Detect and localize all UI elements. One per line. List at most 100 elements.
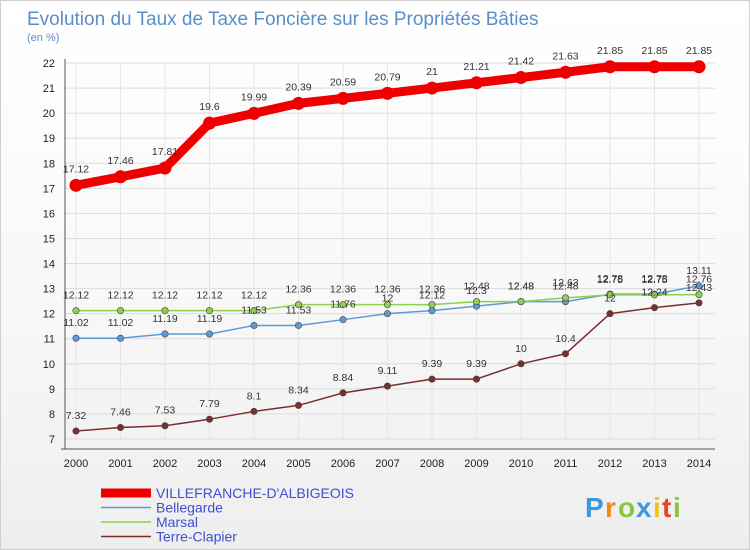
data-label-0-2006: 20.59 <box>330 76 356 88</box>
data-point-1-2002 <box>161 330 169 338</box>
data-point-2-2004 <box>250 307 258 315</box>
legend: VILLEFRANCHE-D'ALBIGEOISBellegardeMarsal… <box>101 485 354 545</box>
data-point-1-2014 <box>695 282 703 290</box>
data-label-1-2011: 12.48 <box>552 281 578 293</box>
y-tick-label-20: 20 <box>43 108 55 120</box>
data-label-1-2007: 12 <box>382 293 394 305</box>
data-point-0-2005 <box>292 96 305 110</box>
x-tick-label-2012: 2012 <box>598 458 622 470</box>
y-tick-label-14: 14 <box>43 259 55 271</box>
data-point-2-2000 <box>72 307 80 315</box>
data-point-0-2007 <box>381 86 394 100</box>
data-label-3-2004: 8.1 <box>247 390 262 402</box>
data-label-0-2010: 21.42 <box>508 56 534 68</box>
data-label-2-2010: 12.48 <box>508 281 534 293</box>
data-label-3-2009: 9.39 <box>466 358 487 370</box>
y-tick-label-9: 9 <box>49 384 55 396</box>
legend-entry-2: Marsal <box>156 514 198 530</box>
data-point-0-2001 <box>114 170 127 184</box>
data-label-3-2013: 12.24 <box>641 287 667 299</box>
logo-letter-6: i <box>673 492 681 523</box>
data-label-2-2005: 12.36 <box>285 284 311 296</box>
data-label-1-2005: 11.53 <box>286 304 312 316</box>
data-point-0-2004 <box>247 106 261 120</box>
grid-layer <box>65 62 715 440</box>
data-point-2-2006 <box>339 301 347 309</box>
data-label-2-2008: 12.36 <box>419 284 445 296</box>
data-point-2-2012 <box>606 291 614 299</box>
x-tick-label-2011: 2011 <box>554 458 578 470</box>
data-label-2-2007: 12.36 <box>374 284 400 296</box>
logo-letter-4: i <box>653 492 661 523</box>
data-point-1-2003 <box>206 330 214 338</box>
data-label-1-2002: 11.19 <box>152 313 178 325</box>
data-label-0-2012: 21.85 <box>597 45 623 57</box>
data-point-1-2006 <box>339 316 347 324</box>
data-label-0-2003: 19.6 <box>199 101 220 113</box>
data-label-3-2002: 7.53 <box>155 405 176 417</box>
data-label-2-2009: 12.48 <box>463 281 489 293</box>
data-point-3-2000 <box>72 427 80 435</box>
legend-entry-3: Terre-Clapier <box>156 529 237 545</box>
data-point-3-2007 <box>383 382 391 390</box>
data-label-3-2008: 9.39 <box>422 358 443 370</box>
series-layer <box>69 60 706 435</box>
data-label-3-2001: 7.46 <box>110 406 131 418</box>
y-tick-label-8: 8 <box>49 409 55 421</box>
data-point-3-2002 <box>161 422 169 430</box>
data-label-1-2012: 12.78 <box>597 273 623 285</box>
data-label-0-2011: 21.63 <box>552 50 578 62</box>
data-label-1-2001: 11.02 <box>108 317 134 329</box>
x-tick-label-2010: 2010 <box>509 458 533 470</box>
data-label-2-2006: 12.36 <box>330 284 356 296</box>
data-point-1-2004 <box>250 321 258 329</box>
y-tick-label-16: 16 <box>43 208 55 220</box>
y-tick-label-21: 21 <box>43 83 55 95</box>
data-point-0-2014 <box>692 60 706 74</box>
data-label-2-2002: 12.12 <box>152 290 178 302</box>
data-label-1-2013: 12.78 <box>641 273 667 285</box>
data-point-2-2011 <box>561 294 569 302</box>
data-point-2-2003 <box>206 307 214 315</box>
data-label-1-2008: 12.12 <box>419 290 445 302</box>
data-label-2-2013: 12.75 <box>641 274 667 286</box>
data-point-2-2007 <box>383 301 391 309</box>
data-point-0-2011 <box>559 65 572 79</box>
logo-letter-2: o <box>618 492 635 523</box>
data-label-2-2001: 12.12 <box>107 290 133 302</box>
data-point-0-2006 <box>336 91 350 105</box>
data-label-0-2004: 19.99 <box>241 91 267 103</box>
data-label-3-2007: 9.11 <box>378 365 398 377</box>
data-point-1-2005 <box>294 321 302 329</box>
x-tick-label-2005: 2005 <box>286 458 310 470</box>
data-label-0-2000: 17.12 <box>63 163 89 175</box>
data-label-0-2009: 21.21 <box>463 61 489 73</box>
y-tick-label-18: 18 <box>43 158 55 170</box>
x-tick-label-2003: 2003 <box>197 458 221 470</box>
data-point-2-2010 <box>517 298 525 306</box>
x-tick-label-2008: 2008 <box>420 458 444 470</box>
data-point-0-2010 <box>514 71 528 85</box>
data-label-1-2014: 13.11 <box>686 265 712 277</box>
data-label-3-2012: 12 <box>604 293 616 305</box>
logo-letter-0: P <box>585 492 604 523</box>
data-point-0-2012 <box>603 60 617 74</box>
data-label-0-2008: 21 <box>426 66 438 78</box>
data-label-1-2000: 11.02 <box>63 317 89 329</box>
data-point-2-2002 <box>161 307 169 315</box>
chart-title: Evolution du Taux de Taxe Foncière sur l… <box>27 9 539 30</box>
x-tick-label-2014: 2014 <box>687 458 711 470</box>
data-label-3-2003: 7.79 <box>199 398 220 410</box>
data-point-3-2001 <box>117 423 125 431</box>
legend-entry-1: Bellegarde <box>156 500 223 516</box>
data-label-2-2003: 12.12 <box>196 290 222 302</box>
data-label-3-2000: 7.32 <box>66 410 87 422</box>
data-point-2-2013 <box>650 291 658 299</box>
logo-letter-1: r <box>605 492 616 523</box>
logo-letter-5: t <box>662 492 671 523</box>
data-point-3-2014 <box>695 299 703 307</box>
data-point-3-2005 <box>294 401 302 409</box>
